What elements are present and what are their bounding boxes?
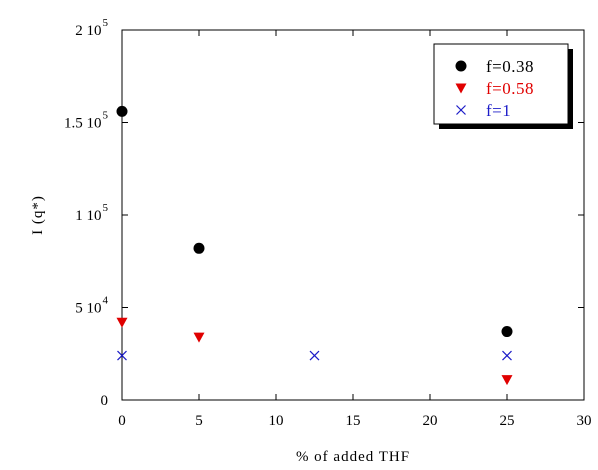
y-tick-mantissa: 5 10 <box>75 301 101 317</box>
data-point-s2-p1 <box>309 350 320 361</box>
x-tick-label: 30 <box>577 413 592 429</box>
y-tick-mantissa: 1.5 10 <box>64 116 102 132</box>
data-point-s1-p2 <box>501 375 513 386</box>
y-axis-label: I (q*) <box>30 195 46 235</box>
y-tick-exponent: 5 <box>103 110 109 122</box>
x-axis-label: % of added THF <box>296 449 410 465</box>
y-tick-label: 1.5 105 <box>64 110 109 132</box>
data-point-s2-p2 <box>502 350 512 361</box>
x-tick-label: 20 <box>423 413 438 429</box>
legend-marker-1 <box>455 83 467 94</box>
y-tick-label: 1 105 <box>75 202 108 224</box>
legend-marker-0 <box>455 60 467 72</box>
y-tick-mantissa: 2 10 <box>75 23 101 39</box>
x-tick-label: 0 <box>118 413 126 429</box>
legend-marker-2 <box>456 105 466 115</box>
x-tick-label: 10 <box>269 413 284 429</box>
legend: f=0.38 f=0.58 f=1 <box>433 43 573 129</box>
legend-label-0: f=0.38 <box>486 57 534 76</box>
y-tick-exponent: 5 <box>103 202 109 214</box>
data-point-s2-p0 <box>117 350 127 361</box>
data-point-s1-p0 <box>116 317 128 328</box>
legend-label-2: f=1 <box>486 101 511 120</box>
y-tick-exponent: 4 <box>103 295 109 307</box>
y-tick-exponent: 5 <box>103 17 109 29</box>
y-tick-label: 2 105 <box>75 17 108 39</box>
data-point-s0-p2 <box>501 326 513 338</box>
x-tick-label: 15 <box>346 413 361 429</box>
y-tick-label: 5 104 <box>75 295 108 317</box>
data-points <box>116 105 513 386</box>
data-point-s0-p0 <box>116 105 128 117</box>
x-tick-label: 25 <box>500 413 515 429</box>
data-point-s0-p1 <box>193 242 205 254</box>
y-tick-mantissa: 0 <box>101 393 109 409</box>
data-point-s1-p1 <box>193 332 205 343</box>
y-tick-mantissa: 1 10 <box>75 208 101 224</box>
x-tick-label: 5 <box>195 413 203 429</box>
legend-items: f=0.38 f=0.58 f=1 <box>455 57 534 120</box>
legend-label-1: f=0.58 <box>486 79 534 98</box>
y-tick-label: 0 <box>101 393 109 409</box>
